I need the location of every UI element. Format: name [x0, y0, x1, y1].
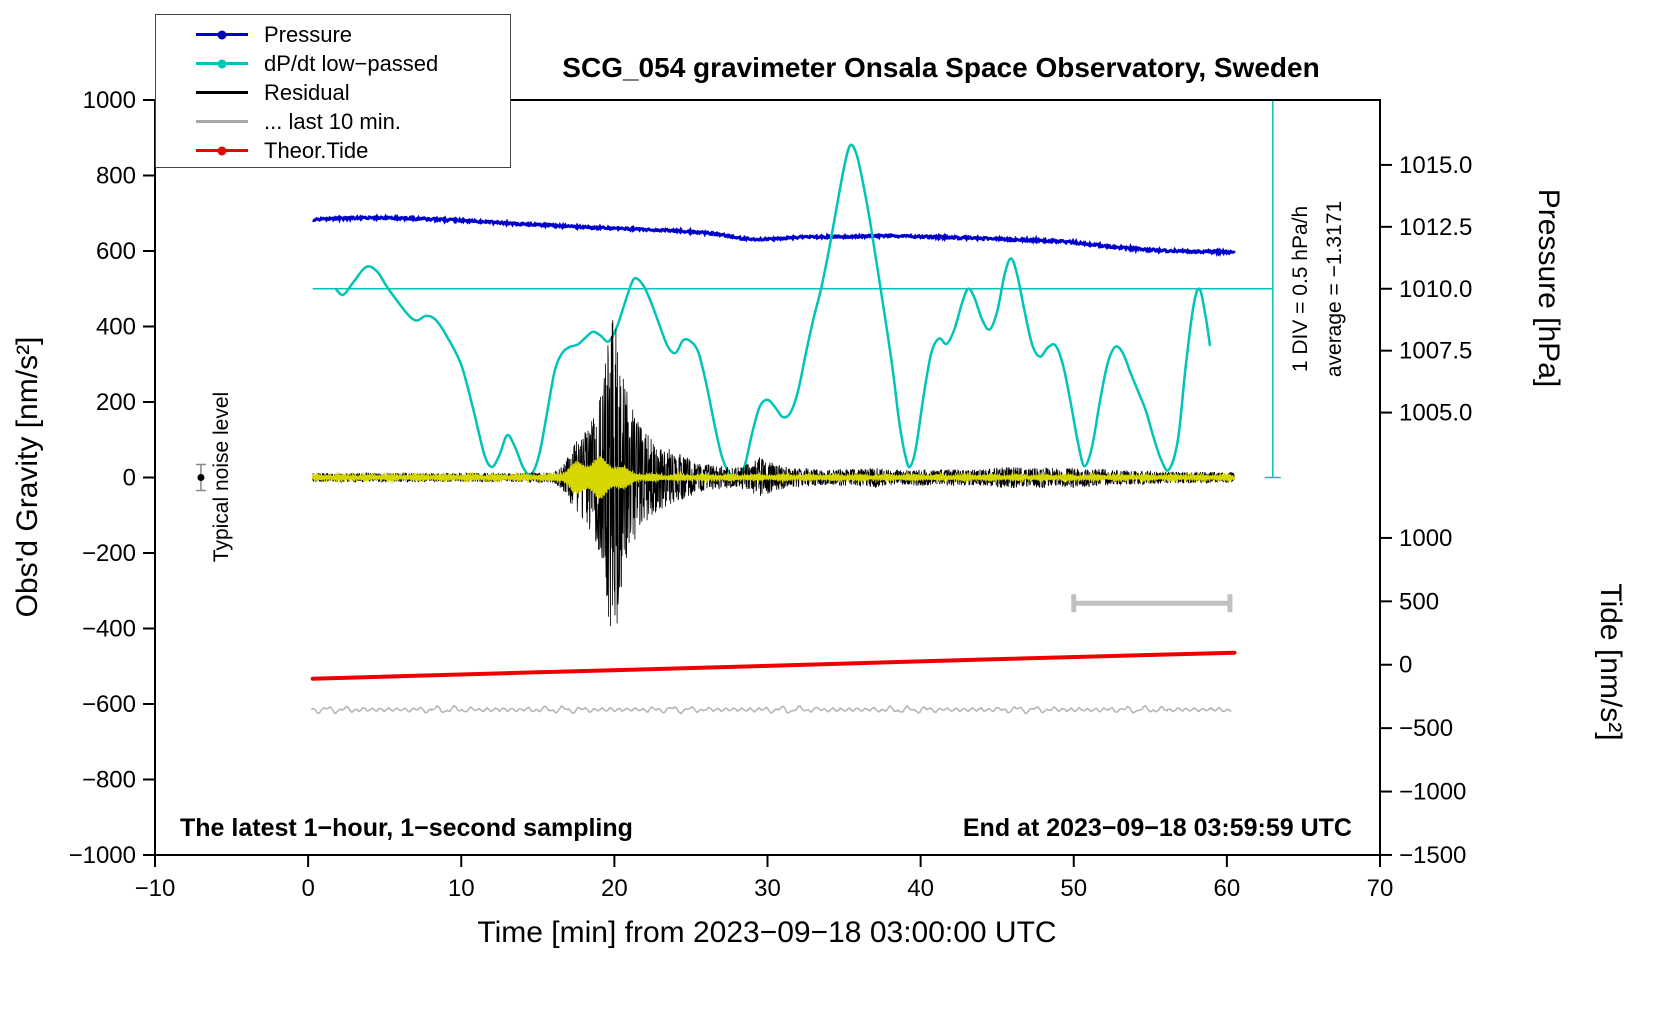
tide-line-sample	[196, 146, 248, 155]
chart-title: SCG_054 gravimeter Onsala Space Observat…	[562, 52, 1320, 83]
dpdt-series	[334, 143, 1212, 479]
dpdt-line-sample	[196, 59, 248, 68]
x-axis-label: Time [min] from 2023−09−18 03:00:00 UTC	[477, 916, 1057, 949]
gravity-tick-label: 0	[123, 465, 136, 492]
residual-series	[312, 319, 1235, 627]
x-tick-label: 60	[1214, 875, 1241, 902]
pressure-tick-label: 1012.5	[1399, 214, 1472, 241]
pressure-tick-label: 1007.5	[1399, 338, 1472, 365]
x-tick-label: −10	[135, 875, 176, 902]
gravity-tick-label: −200	[82, 540, 136, 567]
noise-level-annotation: Typical noise level	[210, 391, 233, 563]
legend-item-pressure: Pressure	[196, 20, 510, 49]
end-time-text: End at 2023−09−18 03:59:59 UTC	[962, 814, 1352, 842]
tide-series	[310, 650, 1237, 681]
gravity-tick-label: −800	[82, 767, 136, 794]
noise-marker-dot	[197, 474, 205, 481]
residual-line-sample	[196, 88, 248, 97]
legend-item-tide: Theor.Tide	[196, 136, 510, 165]
residual-lowpass-series	[311, 456, 1236, 499]
tide-tick-label: 0	[1399, 652, 1412, 679]
legend-item-last10min: ... last 10 min.	[196, 107, 510, 136]
legend-label: Residual	[264, 79, 350, 105]
tide-tick-label: −1000	[1399, 779, 1466, 806]
y-axis-label-pressure: Pressure [hPa]	[1532, 188, 1565, 388]
tide-tick-label: −500	[1399, 715, 1453, 742]
gravity-tick-label: 400	[96, 314, 136, 341]
y-axis-label-gravity: Obs'd Gravity [nm/s²]	[11, 336, 44, 618]
legend-item-residual: Residual	[196, 78, 510, 107]
tide-tick-label: 500	[1399, 588, 1439, 615]
gravity-tick-label: −600	[82, 691, 136, 718]
gravity-tick-label: −400	[82, 616, 136, 643]
gravity-tick-label: 800	[96, 163, 136, 190]
pressure-series	[312, 213, 1236, 258]
pressure-line-sample	[196, 30, 248, 39]
x-tick-label: 40	[907, 875, 934, 902]
last10min-line-sample	[196, 117, 248, 126]
x-tick-label: 10	[448, 875, 475, 902]
div-scale-annotation: 1 DIV = 0.5 hPa/h	[1289, 205, 1312, 373]
x-tick-label: 70	[1367, 875, 1394, 902]
pressure-tick-label: 1005.0	[1399, 400, 1472, 427]
average-annotation: average = −1.3171	[1323, 200, 1346, 378]
legend-label: ... last 10 min.	[264, 108, 401, 134]
gravity-tick-label: −1000	[69, 842, 136, 869]
x-tick-label: 20	[601, 875, 628, 902]
last10min-series	[311, 704, 1232, 715]
series-layer	[310, 143, 1273, 715]
gravity-tick-label: 1000	[83, 87, 136, 114]
gravity-tick-label: 600	[96, 238, 136, 265]
x-tick-label: 50	[1060, 875, 1087, 902]
gravity-tick-label: 200	[96, 389, 136, 416]
legend-label: Theor.Tide	[264, 137, 369, 163]
x-tick-label: 30	[754, 875, 781, 902]
legend-label: dP/dt low−passed	[264, 50, 439, 76]
legend-label: Pressure	[264, 21, 353, 47]
tide-tick-label: −1500	[1399, 842, 1466, 869]
tide-tick-label: 1000	[1399, 525, 1452, 552]
pressure-tick-label: 1015.0	[1399, 152, 1472, 179]
sampling-info-text: The latest 1−hour, 1−second sampling	[180, 814, 633, 842]
y-axis-label-tide: Tide [nm/s²]	[1594, 583, 1627, 741]
x-tick-label: 0	[301, 875, 314, 902]
legend-item-dpdt: dP/dt low−passed	[196, 49, 510, 78]
legend: Pressure dP/dt low−passed Residual ... l…	[155, 14, 511, 168]
pressure-tick-label: 1010.0	[1399, 276, 1472, 303]
